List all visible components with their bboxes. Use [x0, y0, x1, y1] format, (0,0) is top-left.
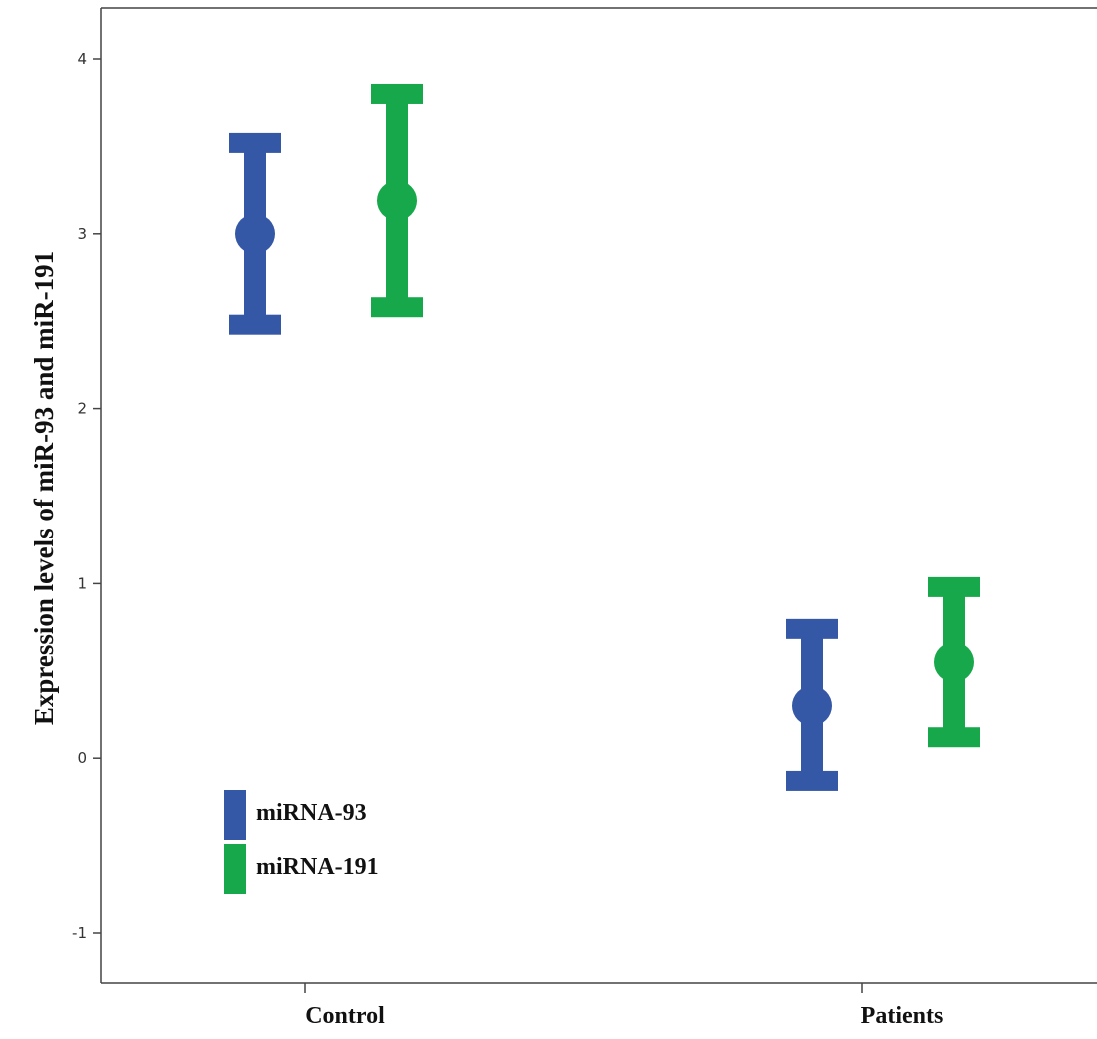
- series-mirna-191: [371, 83, 980, 748]
- error-bar-cap-lower: [786, 770, 838, 791]
- plot-frame: [100, 7, 1097, 984]
- legend: miRNA-93 miRNA-191: [224, 790, 379, 894]
- x-tick-label: Patients: [861, 1003, 944, 1029]
- legend-label: miRNA-93: [256, 800, 367, 826]
- mean-point: [235, 213, 275, 254]
- y-tick-label: -1: [72, 924, 87, 942]
- series-mirna-93: [229, 132, 838, 791]
- y-tick-label: 2: [77, 400, 87, 418]
- error-bar-cap-upper: [928, 576, 980, 597]
- x-axis: Control Patients: [304, 983, 944, 1029]
- error-bar-cap-lower: [371, 297, 423, 318]
- legend-label: miRNA-191: [256, 854, 379, 880]
- x-tick-label: Control: [305, 1003, 385, 1029]
- y-tick-label: 3: [77, 225, 87, 243]
- error-bar-cap-upper: [371, 83, 423, 104]
- y-tick-label: 0: [77, 749, 87, 767]
- error-bar-cap-lower: [928, 727, 980, 748]
- error-bar-cap-upper: [786, 618, 838, 639]
- y-tick-label: 1: [77, 574, 87, 592]
- mean-point: [792, 685, 832, 726]
- series-layer: [229, 83, 980, 791]
- error-bar-cap-upper: [229, 132, 281, 153]
- mean-point: [377, 180, 417, 221]
- mean-point: [934, 642, 974, 683]
- y-tick-label: 4: [77, 50, 87, 68]
- y-axis-title: Expression levels of miR-93 and miR-191: [29, 251, 59, 725]
- legend-swatch: [224, 844, 246, 894]
- legend-swatch: [224, 790, 246, 840]
- y-axis: -1 0 1 2 3 4: [72, 50, 101, 942]
- error-bar-cap-lower: [229, 314, 281, 335]
